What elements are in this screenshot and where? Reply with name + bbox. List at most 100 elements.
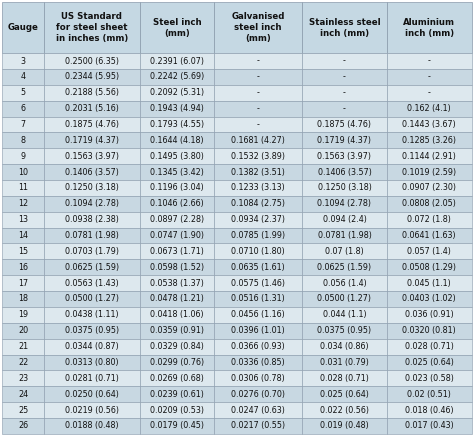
Text: 0.0306 (0.78): 0.0306 (0.78) (231, 374, 285, 383)
Bar (302, 180, 387, 196)
Bar (387, 418, 472, 434)
Text: 0.0313 (0.80): 0.0313 (0.80) (65, 358, 118, 367)
Text: 0.0269 (0.68): 0.0269 (0.68) (150, 374, 204, 383)
Bar (140, 228, 214, 243)
Text: 0.0375 (0.95): 0.0375 (0.95) (318, 326, 372, 335)
Text: 0.034 (0.86): 0.034 (0.86) (320, 342, 369, 351)
Text: -: - (343, 104, 346, 113)
Bar (140, 53, 214, 69)
Bar (302, 85, 387, 101)
Text: US Standard
for steel sheet
in inches (mm): US Standard for steel sheet in inches (m… (55, 12, 128, 43)
Text: 0.1250 (3.18): 0.1250 (3.18) (65, 184, 118, 192)
Text: 11: 11 (18, 184, 28, 192)
Text: 0.028 (0.71): 0.028 (0.71) (405, 342, 454, 351)
Text: 0.1285 (3.26): 0.1285 (3.26) (402, 136, 456, 145)
Text: 0.0329 (0.84): 0.0329 (0.84) (150, 342, 204, 351)
Text: 9: 9 (20, 152, 26, 161)
Bar (387, 402, 472, 418)
Bar (44, 53, 140, 69)
Text: Aluminium
inch (mm): Aluminium inch (mm) (403, 17, 455, 37)
Bar (44, 386, 140, 402)
Text: 0.0785 (1.99): 0.0785 (1.99) (231, 231, 285, 240)
Bar (2, 212, 44, 228)
Bar (387, 148, 472, 164)
Bar (302, 370, 387, 386)
Bar (387, 133, 472, 148)
Bar (387, 180, 472, 196)
Bar (44, 275, 140, 291)
Bar (44, 370, 140, 386)
Text: 0.094 (2.4): 0.094 (2.4) (322, 215, 366, 224)
Bar (302, 228, 387, 243)
Text: 0.0781 (1.98): 0.0781 (1.98) (65, 231, 118, 240)
Bar (44, 354, 140, 370)
Bar (140, 69, 214, 85)
Bar (140, 164, 214, 180)
Text: 20: 20 (18, 326, 28, 335)
Text: 0.1563 (3.97): 0.1563 (3.97) (65, 152, 119, 161)
Text: 18: 18 (18, 294, 28, 303)
Text: 6: 6 (20, 104, 26, 113)
Text: 0.0239 (0.61): 0.0239 (0.61) (150, 390, 204, 399)
Text: 0.0209 (0.53): 0.0209 (0.53) (150, 405, 204, 415)
Bar (140, 339, 214, 354)
Bar (2, 418, 44, 434)
Bar (214, 275, 302, 291)
Text: 0.2242 (5.69): 0.2242 (5.69) (150, 72, 204, 82)
Text: 0.018 (0.46): 0.018 (0.46) (405, 405, 454, 415)
Bar (302, 354, 387, 370)
Text: 5: 5 (20, 88, 26, 97)
Text: 16: 16 (18, 263, 28, 272)
Bar (387, 291, 472, 307)
Bar (140, 148, 214, 164)
Bar (2, 116, 44, 133)
Bar (302, 402, 387, 418)
Text: 0.1681 (4.27): 0.1681 (4.27) (231, 136, 285, 145)
Bar (140, 386, 214, 402)
Bar (302, 164, 387, 180)
Text: 0.0625 (1.59): 0.0625 (1.59) (65, 263, 119, 272)
Text: 0.0359 (0.91): 0.0359 (0.91) (150, 326, 204, 335)
Text: 7: 7 (20, 120, 26, 129)
Bar (214, 164, 302, 180)
Bar (302, 196, 387, 212)
Bar (387, 354, 472, 370)
Text: 0.028 (0.71): 0.028 (0.71) (320, 374, 369, 383)
Text: 12: 12 (18, 199, 28, 208)
Bar (387, 212, 472, 228)
Text: 0.1875 (4.76): 0.1875 (4.76) (318, 120, 372, 129)
Text: 0.044 (1.1): 0.044 (1.1) (323, 310, 366, 319)
Text: 0.0808 (2.05): 0.0808 (2.05) (402, 199, 456, 208)
Bar (2, 164, 44, 180)
Bar (140, 370, 214, 386)
Text: 0.1793 (4.55): 0.1793 (4.55) (150, 120, 204, 129)
Bar (44, 307, 140, 323)
Bar (44, 148, 140, 164)
Text: 0.0396 (1.01): 0.0396 (1.01) (231, 326, 285, 335)
Bar (214, 180, 302, 196)
Text: 0.0934 (2.37): 0.0934 (2.37) (231, 215, 285, 224)
Bar (2, 101, 44, 116)
Text: 0.1943 (4.94): 0.1943 (4.94) (150, 104, 204, 113)
Bar (140, 196, 214, 212)
Text: 0.1144 (2.91): 0.1144 (2.91) (402, 152, 456, 161)
Text: 0.02 (0.51): 0.02 (0.51) (407, 390, 451, 399)
Text: 0.0710 (1.80): 0.0710 (1.80) (231, 247, 285, 256)
Text: 0.1495 (3.80): 0.1495 (3.80) (150, 152, 204, 161)
Bar (214, 323, 302, 339)
Bar (44, 2, 140, 53)
Bar (214, 339, 302, 354)
Text: 0.0320 (0.81): 0.0320 (0.81) (402, 326, 456, 335)
Bar (44, 133, 140, 148)
Bar (302, 69, 387, 85)
Text: 0.036 (0.91): 0.036 (0.91) (405, 310, 454, 319)
Text: -: - (343, 72, 346, 82)
Bar (140, 275, 214, 291)
Text: 24: 24 (18, 390, 28, 399)
Bar (387, 69, 472, 85)
Text: 0.0344 (0.87): 0.0344 (0.87) (65, 342, 118, 351)
Text: 0.1719 (4.37): 0.1719 (4.37) (318, 136, 372, 145)
Text: 25: 25 (18, 405, 28, 415)
Text: 0.1233 (3.13): 0.1233 (3.13) (231, 184, 285, 192)
Bar (2, 133, 44, 148)
